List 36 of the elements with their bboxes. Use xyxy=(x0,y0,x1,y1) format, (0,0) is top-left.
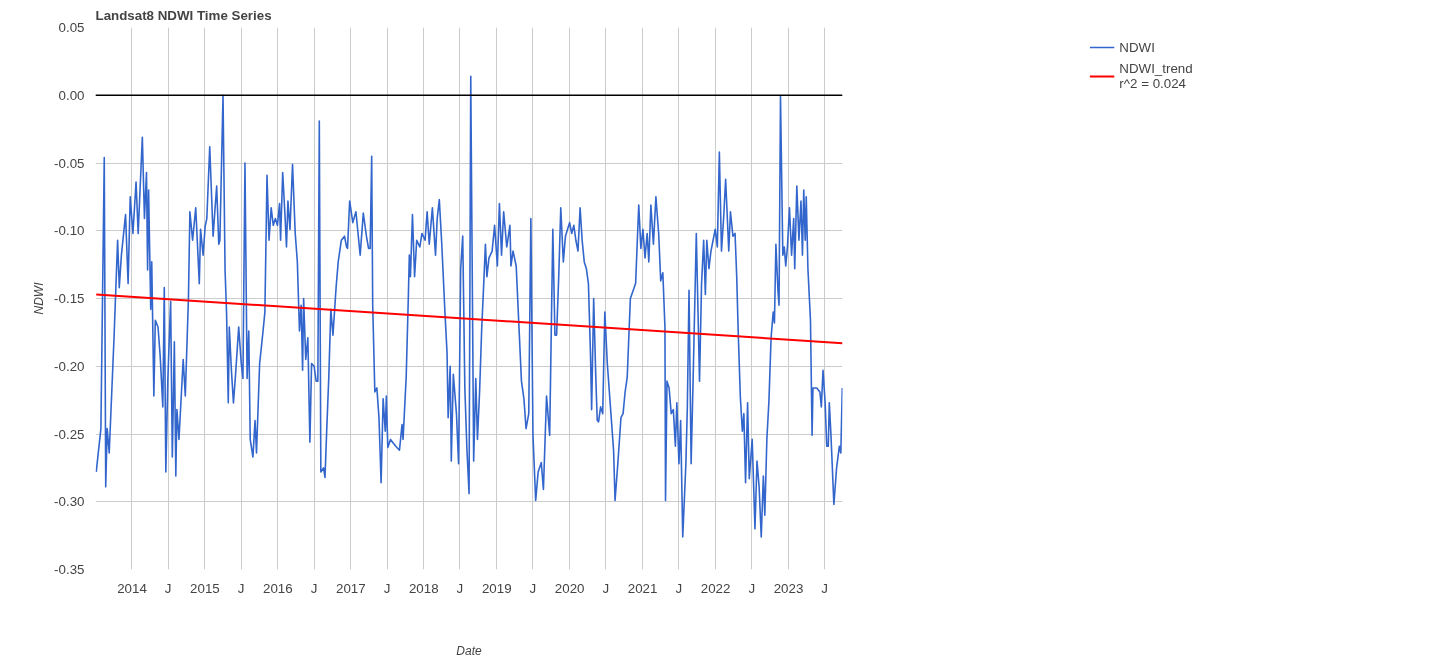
x-tick-label: 2022 xyxy=(700,580,731,596)
text: r^2 = 0.024 xyxy=(1119,76,1186,91)
legend-label: NDWI xyxy=(1119,39,1155,55)
y-tick-label: 0.05 xyxy=(58,20,85,35)
y-tick-label: -0.05 xyxy=(54,155,85,171)
y-tick-label: -0.15 xyxy=(54,291,85,306)
x-tick-label: J xyxy=(164,580,172,596)
x-tick-label: 2014 xyxy=(117,580,148,596)
y-tick-label: -0.35 xyxy=(54,562,85,577)
x-axis-title: Date xyxy=(456,643,482,658)
y-tick-label: -0.30 xyxy=(54,494,85,510)
x-tick-label: 2018 xyxy=(408,580,439,596)
x-tick-label: 2016 xyxy=(263,580,293,596)
x-tick-label: J xyxy=(383,580,391,596)
y-tick-label: -0.25 xyxy=(54,426,85,442)
line-series xyxy=(95,75,843,538)
x-tick-label: J xyxy=(529,580,537,596)
x-tick-label: 2019 xyxy=(481,580,512,596)
x-tick-label: 2017 xyxy=(336,580,366,596)
x-tick-label: 2023 xyxy=(773,580,804,596)
x-tick-label: 2020 xyxy=(554,580,585,596)
x-tick-label: 2015 xyxy=(190,580,220,596)
x-tick-label: 2021 xyxy=(627,580,658,596)
x-tick-label: J xyxy=(675,580,683,596)
x-tick-label: J xyxy=(602,580,610,596)
y-axis-title: NDWI xyxy=(32,281,47,315)
chart-title: Landsat8 NDWI Time Series xyxy=(95,7,272,23)
x-tick-label: J xyxy=(821,580,829,596)
x-tick-label: J xyxy=(456,580,464,596)
x-tick-label: J xyxy=(748,580,756,596)
y-tick-label: 0.00 xyxy=(58,87,85,103)
y-tick-label: -0.10 xyxy=(54,223,85,239)
x-tick-label: J xyxy=(310,580,318,596)
legend-label: NDWI_trend xyxy=(1119,61,1193,76)
x-tick-label: J xyxy=(237,580,245,596)
y-tick-label: -0.20 xyxy=(54,358,85,374)
